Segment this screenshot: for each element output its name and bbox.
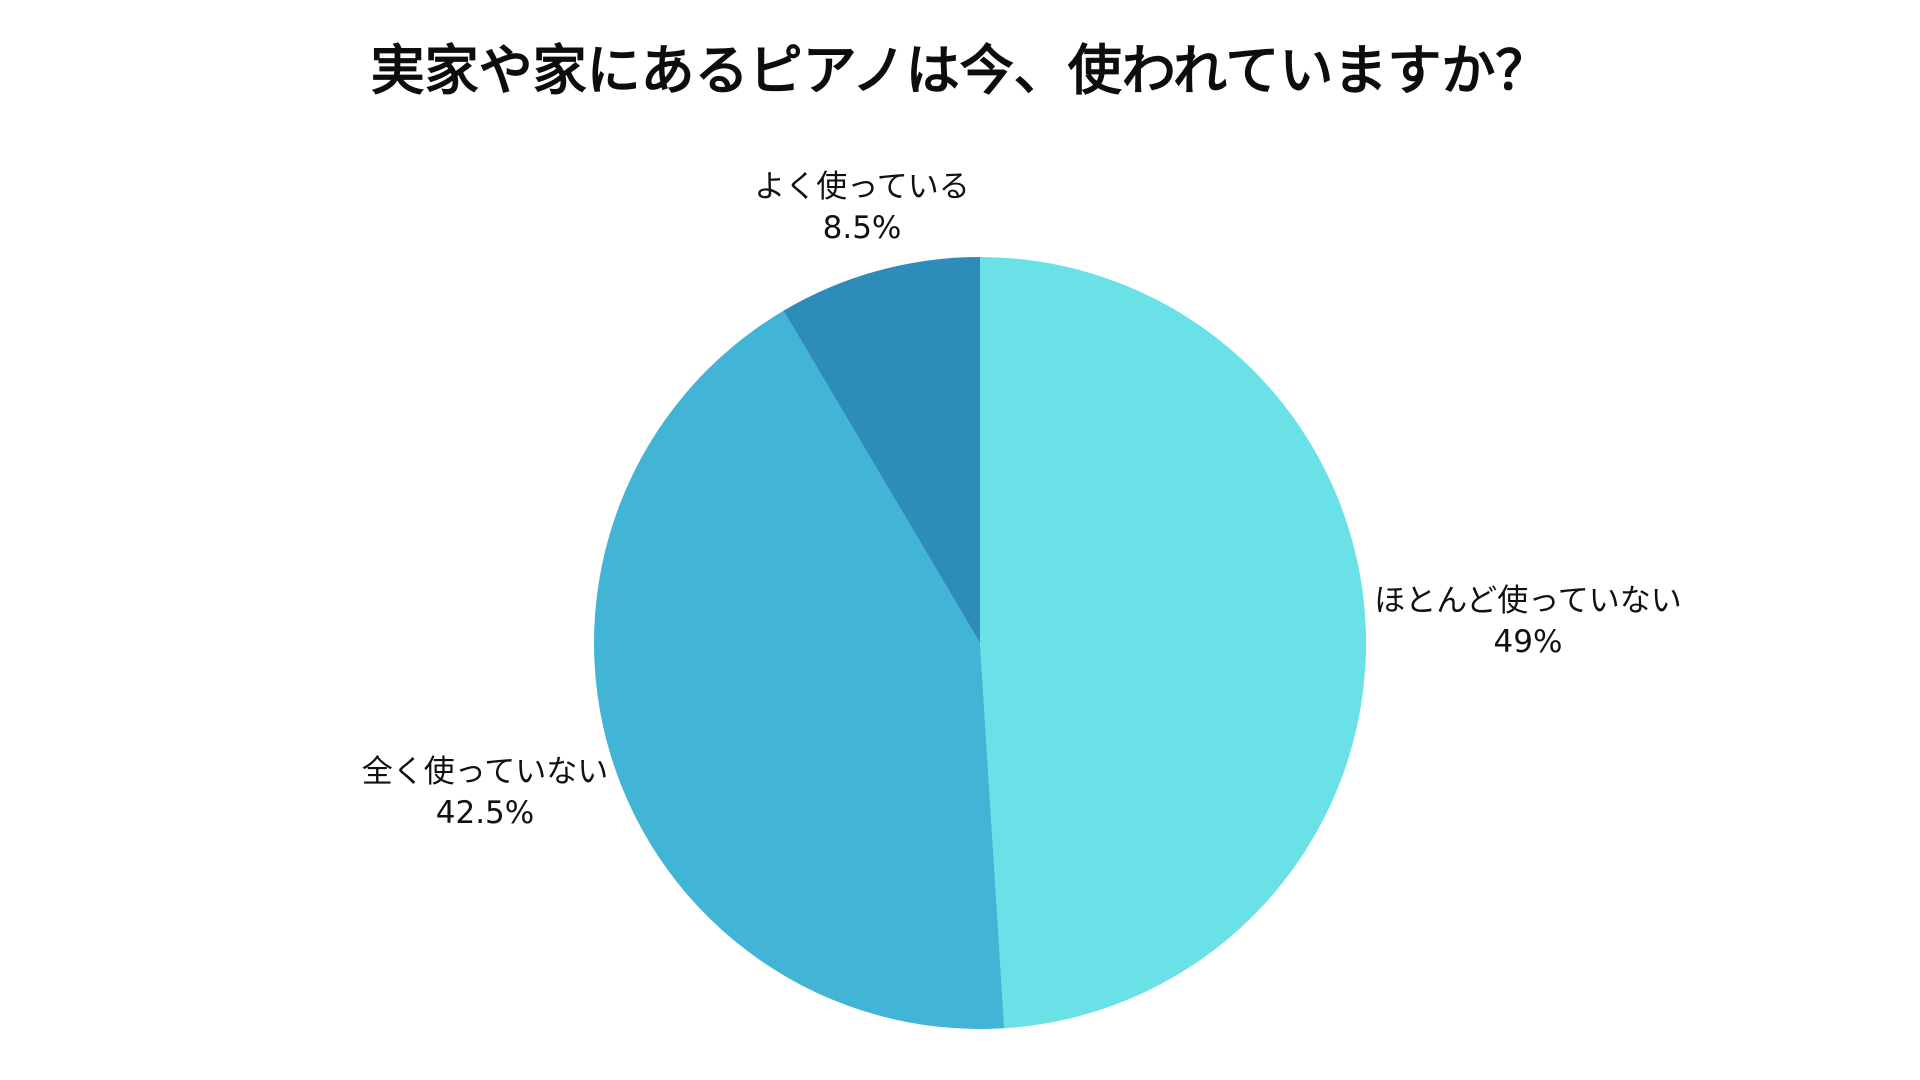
pie-slice-3	[783, 257, 980, 643]
slice-label-hotondo-tsukatteinai: ほとんど使っていない 49%	[1374, 581, 1682, 663]
slice-label-yoku-tsukatteiru: よく使っている 8.5%	[754, 167, 969, 249]
slice-label-text: よく使っている	[754, 169, 970, 205]
pie-chart	[594, 257, 1366, 1029]
slice-value-text: 8.5%	[822, 210, 902, 246]
chart-title: 実家や家にあるピアノは今、使われていますか？	[370, 39, 1550, 102]
slice-label-text: 全く使っていない	[361, 754, 609, 790]
pie-slice-1	[980, 257, 1366, 1029]
slice-label-text: ほとんど使っていない	[1374, 583, 1682, 619]
slice-value-text: 49%	[1493, 624, 1563, 660]
pie-slice-2	[594, 310, 1005, 1029]
slice-label-mattaku-tsukatteinai: 全く使っていない 42.5%	[362, 752, 608, 834]
slice-value-text: 42.5%	[435, 795, 535, 831]
